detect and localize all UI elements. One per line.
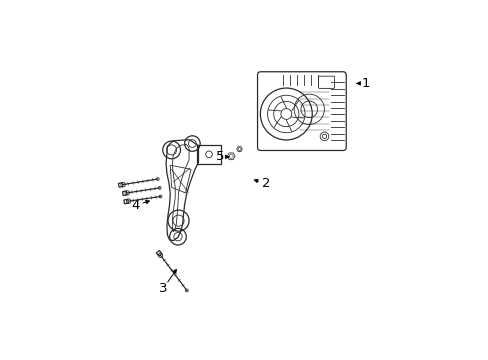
Text: 1: 1 — [361, 77, 369, 90]
Text: 4: 4 — [131, 199, 140, 212]
Text: 2: 2 — [261, 177, 269, 190]
Text: 5: 5 — [215, 150, 224, 163]
Text: 3: 3 — [159, 282, 167, 295]
